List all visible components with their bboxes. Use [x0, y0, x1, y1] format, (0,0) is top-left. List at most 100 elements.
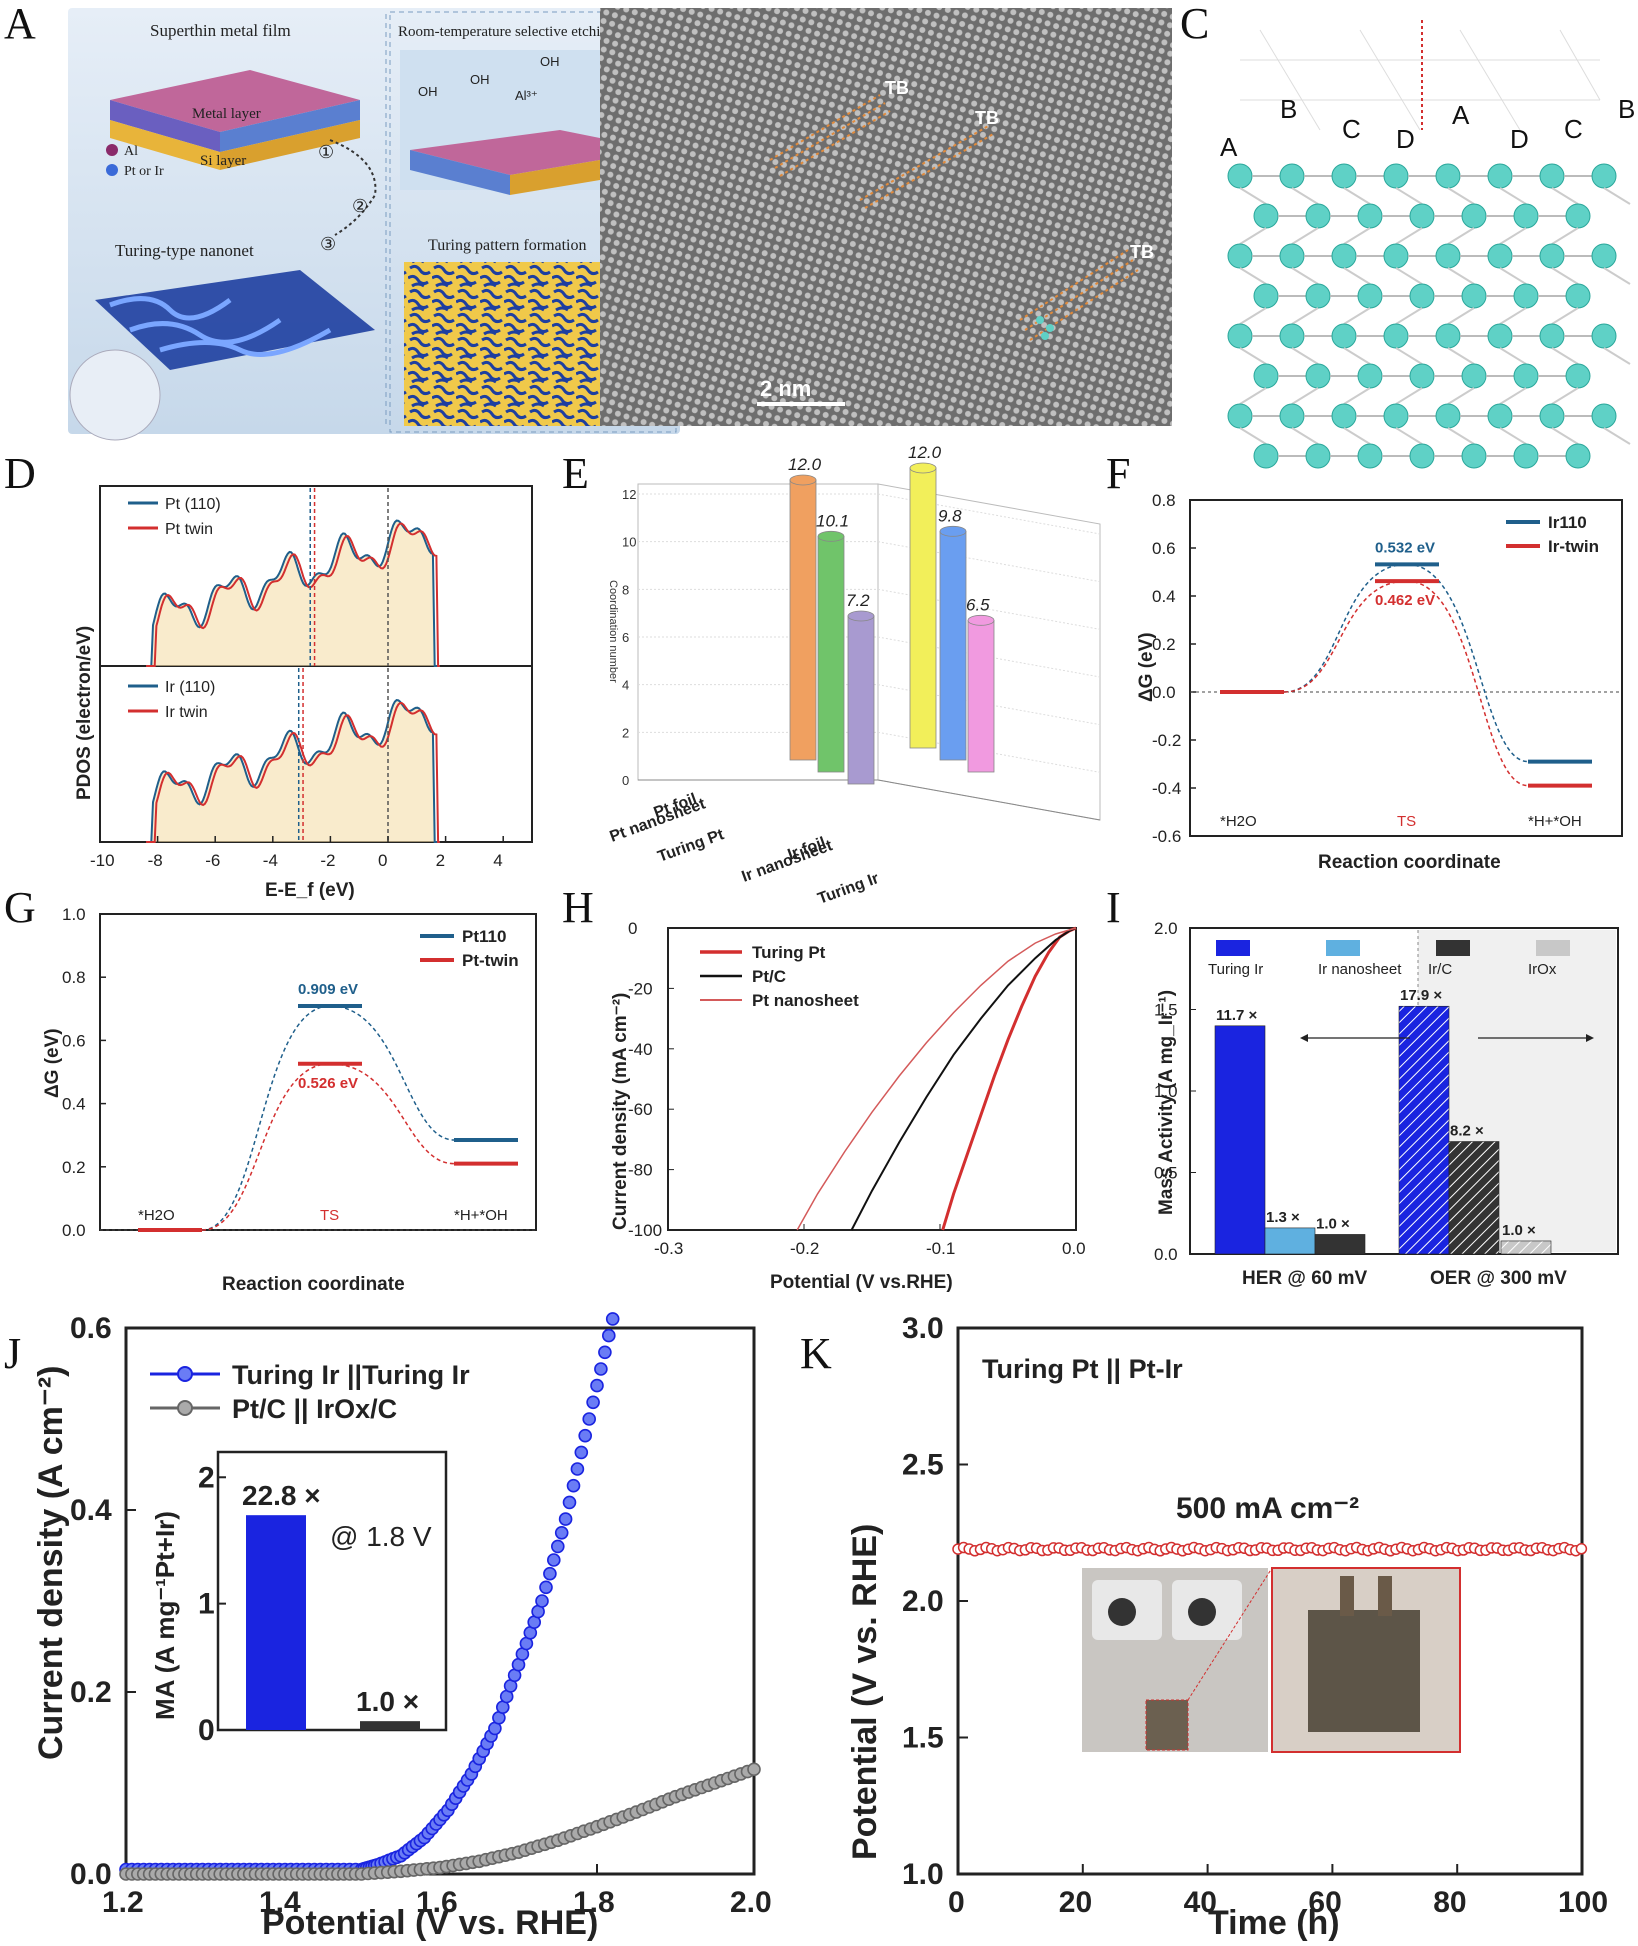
- atom: [1513, 443, 1539, 469]
- si-right: [220, 120, 360, 170]
- ytick-label: 0.8: [62, 968, 86, 987]
- j-legend-label: Pt/C || IrOx/C: [232, 1394, 397, 1424]
- nanonet-sheet: [95, 270, 375, 370]
- si-layer-label: Si layer: [200, 153, 246, 169]
- ytick-label: 1.0: [62, 905, 86, 924]
- i-bar: [1264, 1227, 1316, 1255]
- atom: [1409, 363, 1435, 389]
- energy-path: [1283, 563, 1529, 763]
- atom: [1487, 323, 1513, 349]
- barrier-label: 0.532 eV: [1375, 539, 1435, 556]
- panel-k: 0 20 40 60 80 100 1.0 1.5 2.0 2.5 3.0 Turing Pt || …: [846, 1312, 1608, 1942]
- h-ylabel: Current density (mA cm⁻²): [610, 993, 631, 1230]
- bond: [1603, 427, 1631, 445]
- h-ytick-label: -80: [628, 1161, 653, 1180]
- bond: [1499, 267, 1527, 285]
- step-3: ③: [320, 234, 336, 254]
- j-ytick-label: 0.0: [70, 1858, 112, 1891]
- j-marker: [566, 1478, 581, 1493]
- atom-marker: [1046, 324, 1054, 332]
- barrier-label: 0.909 eV: [298, 981, 358, 998]
- d-xlabel: E-E_f (eV): [265, 880, 355, 901]
- i-bar-label: 1.0 ×: [1502, 1222, 1536, 1239]
- atom: [1253, 283, 1279, 309]
- step-2: ②: [352, 196, 368, 216]
- j-marker: [543, 1566, 557, 1581]
- atom: [1565, 363, 1591, 389]
- bond: [1239, 307, 1267, 325]
- panel-label-a: A: [4, 0, 36, 48]
- d-top-series-twin: [146, 522, 440, 667]
- j-ytick-label: 0.4: [70, 1494, 112, 1527]
- k-ytick-label: 1.5: [902, 1722, 944, 1755]
- atom: [1253, 363, 1279, 389]
- atom: [1279, 163, 1305, 189]
- e-ytick-label: 10: [622, 535, 636, 550]
- etch-top: [410, 130, 660, 175]
- bond: [1291, 347, 1319, 365]
- bond: [1551, 227, 1579, 245]
- nanonet-title: Turing-type nanonet: [115, 241, 254, 260]
- atom: [1565, 203, 1591, 229]
- d-xtick-label: 4: [493, 851, 502, 870]
- cell-tab-left: [1340, 1576, 1354, 1616]
- i-bar-label: 1.3 ×: [1266, 1209, 1300, 1226]
- atom: [1331, 163, 1357, 189]
- scale-bar-label: 2 nm: [760, 376, 811, 401]
- tem-shade: [600, 8, 1172, 426]
- j-marker: [574, 1445, 589, 1460]
- e-bar-label: 6.5: [966, 595, 990, 614]
- atom: [1227, 163, 1253, 189]
- bond: [1447, 227, 1475, 245]
- e-ytick-label: 4: [622, 678, 629, 693]
- bond: [1239, 427, 1267, 445]
- f-ylabel: ΔG (eV): [1136, 632, 1157, 702]
- d-legend-pt110: Pt (110): [165, 496, 221, 513]
- zoom-line: [1187, 1567, 1273, 1701]
- e-bar-label: 12.0: [788, 455, 822, 474]
- d-xtick-label: -6: [205, 851, 220, 870]
- bond: [1343, 387, 1371, 405]
- bond: [1499, 427, 1527, 445]
- j-marker: [582, 1412, 597, 1426]
- d-xtick-label: -2: [320, 851, 335, 870]
- e-ylabel: Coordination number: [607, 580, 619, 683]
- k-xtick-label: 0: [948, 1886, 965, 1919]
- k-xlabel: Time (h): [1208, 1904, 1340, 1942]
- bond: [1343, 427, 1371, 445]
- e-bar-cap: [967, 614, 995, 626]
- j-marker: [539, 1580, 553, 1595]
- atom: [1487, 243, 1513, 269]
- state-label: *H+*OH: [454, 1207, 508, 1224]
- j-inset-note: @ 1.8 V: [330, 1521, 432, 1552]
- h-ytick-label: -100: [628, 1221, 662, 1240]
- panel-h: -0.3 -0.2 -0.1 0.0 0 -20 -40 -60 -80 -100 Turing P…: [610, 919, 1086, 1293]
- atom: [1591, 323, 1617, 349]
- pump-head-left: [1108, 1598, 1136, 1626]
- stacking-letter: C: [1342, 114, 1361, 144]
- ytick-label: 0.0: [1152, 683, 1176, 702]
- bond: [1395, 347, 1423, 365]
- bond: [1603, 347, 1631, 365]
- atom: [1591, 243, 1617, 269]
- i-bar: [1214, 1025, 1266, 1255]
- bond: [1395, 307, 1423, 325]
- stacking-letter: D: [1396, 124, 1415, 154]
- j-ytick-label: 0.2: [70, 1676, 112, 1709]
- atom: [1357, 443, 1383, 469]
- etch-left: [410, 150, 510, 195]
- j-xlabel: Potential (V vs. RHE): [262, 1904, 598, 1942]
- atom: [1539, 163, 1565, 189]
- e-category-label: Ir nanosheet: [740, 837, 836, 886]
- panel-b-tem: TB TB TB 2 nm: [600, 8, 1172, 426]
- legend-label: Ir-twin: [1548, 537, 1599, 556]
- e-bar: [909, 467, 937, 749]
- atom: [1409, 443, 1435, 469]
- i-bar-label: 8.2 ×: [1450, 1123, 1484, 1140]
- bond: [1343, 347, 1371, 365]
- atom: [1305, 443, 1331, 469]
- atom: [1383, 163, 1409, 189]
- atom: [1461, 283, 1487, 309]
- legend-al: Al: [124, 144, 138, 159]
